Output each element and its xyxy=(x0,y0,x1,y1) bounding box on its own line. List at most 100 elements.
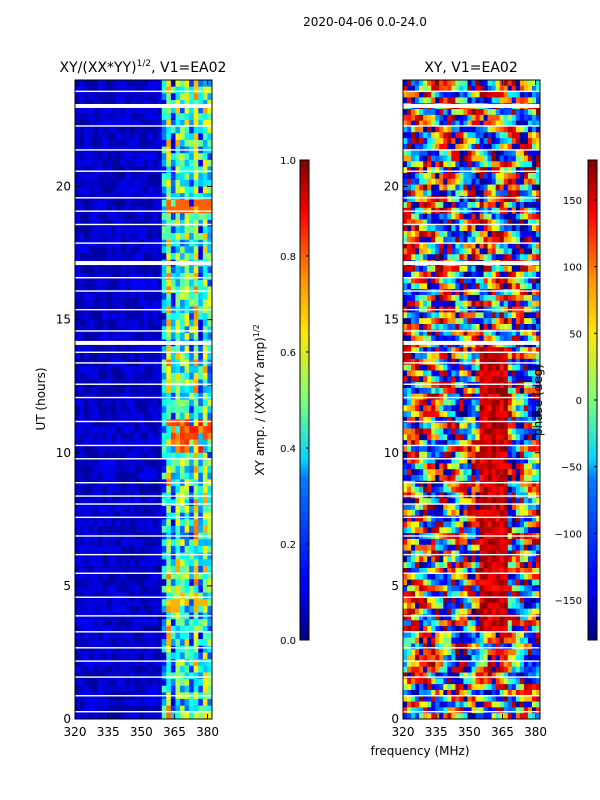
heatmap-cell xyxy=(511,318,517,325)
heatmap-cell xyxy=(138,379,145,387)
heatmap-cell xyxy=(435,335,440,343)
heatmap-cell xyxy=(535,382,540,389)
heatmap-cell xyxy=(527,143,533,151)
heatmap-cell xyxy=(207,206,212,214)
heatmap-cell xyxy=(507,405,513,412)
heatmap-cell xyxy=(116,419,122,427)
heatmap-cell xyxy=(152,372,158,381)
heatmap-cell xyxy=(499,399,505,406)
heatmap-cell xyxy=(189,552,195,560)
heatmap-cell xyxy=(148,486,154,494)
heatmap-cell xyxy=(531,172,537,180)
heatmap-cell xyxy=(148,446,154,454)
heatmap-cell xyxy=(439,265,444,273)
flagged-gap xyxy=(75,495,212,497)
heatmap-cell xyxy=(88,665,94,674)
heatmap-cell xyxy=(152,126,158,134)
heatmap-cell xyxy=(175,113,181,121)
heatmap-cell xyxy=(471,120,477,128)
heatmap-cell xyxy=(207,679,212,687)
flagged-gap xyxy=(75,383,212,385)
heatmap-cell xyxy=(161,406,167,414)
heatmap-cell xyxy=(487,109,493,116)
heatmap-cell xyxy=(423,196,428,203)
heatmap-cell xyxy=(443,347,448,354)
heatmap-cell xyxy=(475,132,481,139)
heatmap-cell xyxy=(161,399,167,407)
heatmap-cell xyxy=(180,512,186,520)
heatmap-cell xyxy=(84,665,90,674)
heatmap-cell xyxy=(447,347,452,354)
heatmap-cell xyxy=(170,599,177,607)
heatmap-cell xyxy=(407,196,412,203)
heatmap-cell xyxy=(455,161,461,168)
heatmap-cell xyxy=(175,545,181,554)
heatmap-cell xyxy=(84,452,90,461)
heatmap-cell xyxy=(106,419,113,427)
heatmap-cell xyxy=(106,166,113,174)
heatmap-cell xyxy=(189,486,195,494)
heatmap-cell xyxy=(79,399,85,407)
heatmap-cell xyxy=(471,283,477,290)
heatmap-cell xyxy=(129,432,135,441)
heatmap-cell xyxy=(129,392,135,401)
heatmap-cell xyxy=(519,201,525,209)
heatmap-cell xyxy=(134,539,140,547)
heatmap-cell xyxy=(143,352,149,361)
heatmap-cell xyxy=(193,173,199,181)
heatmap-cell xyxy=(120,99,126,108)
heatmap-cell xyxy=(129,93,135,101)
heatmap-cell xyxy=(415,382,420,389)
heatmap-cell xyxy=(102,432,108,441)
heatmap-cell xyxy=(75,659,81,667)
heatmap-cell xyxy=(93,186,99,194)
heatmap-cell xyxy=(463,248,469,255)
heatmap-cell xyxy=(459,167,465,174)
heatmap-cell xyxy=(427,422,432,430)
heatmap-cell xyxy=(143,126,149,134)
heatmap-cell xyxy=(134,672,140,680)
heatmap-cell xyxy=(451,300,456,308)
heatmap-cell xyxy=(447,411,452,418)
heatmap-cell xyxy=(189,645,195,654)
heatmap-cell xyxy=(202,106,209,114)
heatmap-cell xyxy=(193,426,199,434)
heatmap-cell xyxy=(148,645,154,654)
heatmap-cell xyxy=(143,233,149,241)
heatmap-cell xyxy=(495,213,501,221)
heatmap-cell xyxy=(125,665,131,674)
heatmap-cell xyxy=(527,231,533,238)
heatmap-cell xyxy=(148,312,154,321)
heatmap-cell xyxy=(407,126,412,133)
heatmap-cell xyxy=(423,132,428,139)
heatmap-cell xyxy=(102,219,108,228)
heatmap-cell xyxy=(202,299,209,307)
heatmap-cell xyxy=(447,190,452,197)
heatmap-cell xyxy=(415,167,420,174)
heatmap-cell xyxy=(202,153,209,161)
heatmap-cell xyxy=(170,159,177,168)
heatmap-cell xyxy=(75,652,81,660)
heatmap-cell xyxy=(419,312,424,319)
heatmap-cell xyxy=(97,279,103,287)
heatmap-cell xyxy=(75,266,81,274)
heatmap-cell xyxy=(143,293,149,301)
heatmap-cell xyxy=(180,592,186,600)
heatmap-cell xyxy=(157,559,163,567)
heatmap-cell xyxy=(116,472,122,480)
heatmap-cell xyxy=(471,201,477,209)
heatmap-cell xyxy=(523,201,529,209)
heatmap-cell xyxy=(184,605,190,614)
heatmap-cell xyxy=(157,519,163,527)
heatmap-cell xyxy=(451,201,456,209)
heatmap-cell xyxy=(161,605,167,614)
heatmap-cell xyxy=(170,665,177,674)
heatmap-cell xyxy=(175,459,181,467)
heatmap-cell xyxy=(106,592,113,600)
heatmap-cell xyxy=(88,119,94,128)
heatmap-cell xyxy=(499,172,505,180)
heatmap-cell xyxy=(138,426,145,434)
heatmap-cell xyxy=(515,294,521,302)
heatmap-cell xyxy=(143,426,149,434)
heatmap-cell xyxy=(202,512,209,520)
